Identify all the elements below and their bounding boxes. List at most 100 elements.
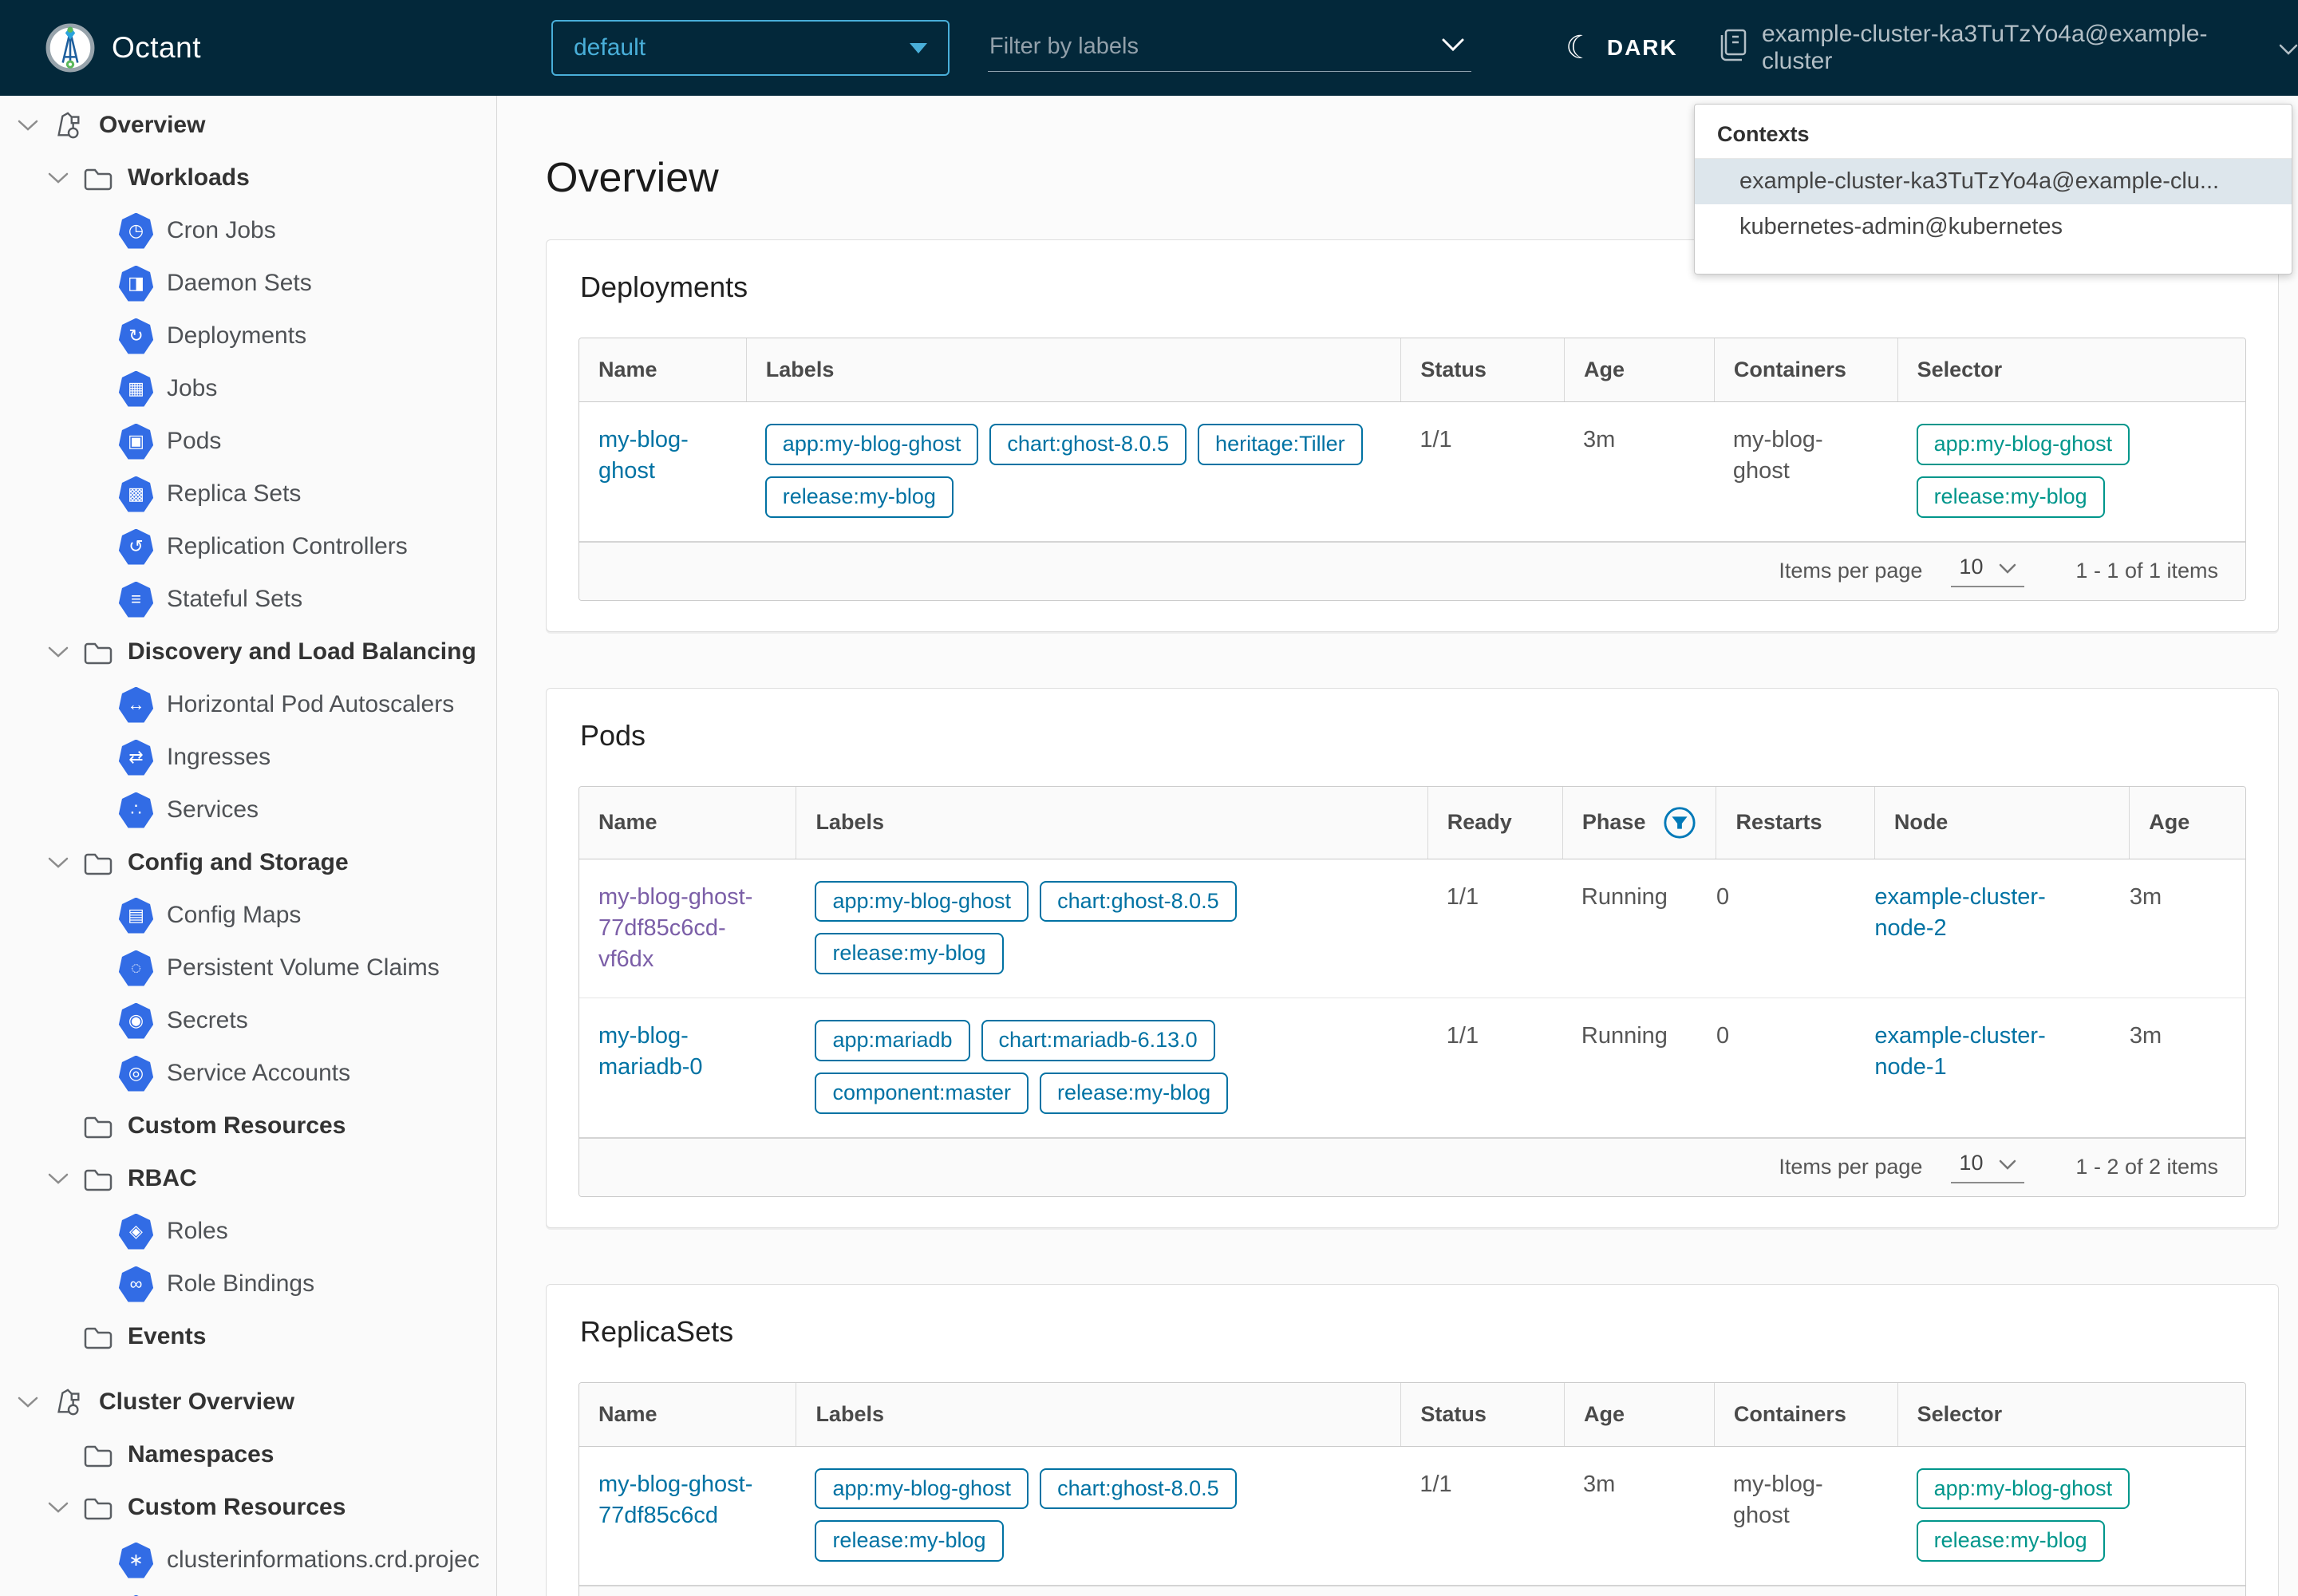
- sidebar-item-rbac[interactable]: RBAC: [0, 1152, 496, 1205]
- page-size-select[interactable]: 10: [1951, 555, 2025, 587]
- sidebar-item-label: Roles: [167, 1218, 228, 1244]
- sidebar-item-workloads[interactable]: Workloads: [0, 152, 496, 204]
- filter-icon[interactable]: [1663, 806, 1696, 839]
- datagrid-replicasets: Name Labels Status Age Containers Selector my-…: [578, 1381, 2246, 1596]
- label-tag: chart:ghost-8.0.5: [1040, 1468, 1237, 1510]
- sidebar-item-cron-jobs[interactable]: ◷ Cron Jobs: [0, 204, 496, 257]
- resource-link[interactable]: my-blog-ghost: [598, 427, 689, 484]
- folder-icon: [83, 1495, 115, 1520]
- sidebar-item-replication-controllers[interactable]: ↺ Replication Controllers: [0, 520, 496, 573]
- k8s-resource-icon: ▦: [118, 370, 154, 407]
- label-tag: app:mariadb: [815, 1020, 970, 1061]
- sidebar-item-label: Services: [167, 796, 259, 823]
- section-card-replicasets: ReplicaSets Name Labels Status Age Containers…: [546, 1283, 2279, 1596]
- selector-tag: app:my-blog-ghost: [1916, 1468, 2130, 1510]
- column-header-label: Labels: [815, 810, 884, 834]
- sidebar-item-persistent-volume-claims[interactable]: ◌ Persistent Volume Claims: [0, 942, 496, 994]
- column-header-restarts: Restarts: [1716, 786, 1874, 859]
- resource-link[interactable]: example-cluster-node-2: [1874, 883, 2046, 941]
- resource-link[interactable]: my-blog-ghost-77df85c6cd: [598, 1471, 753, 1528]
- column-header-label: Restarts: [1735, 810, 1822, 834]
- sidebar-item-pods[interactable]: ▣ Pods: [0, 415, 496, 468]
- column-header-age: Age: [2129, 786, 2245, 859]
- sidebar-item-label: Horizontal Pod Autoscalers: [167, 691, 455, 717]
- moon-icon: ☾: [1566, 30, 1594, 65]
- sidebar-item-clusterinformations-crd-projec[interactable]: ∗ clusterinformations.crd.projec: [0, 1534, 496, 1586]
- column-header-selector: Selector: [1897, 1382, 2245, 1446]
- page-size-value: 10: [1959, 555, 1984, 579]
- context-menu-item[interactable]: example-cluster-ka3TuTzYo4a@example-clu.…: [1695, 159, 2292, 204]
- overview-sections: Deployments Name Labels Status Age Containers…: [546, 239, 2279, 1596]
- cell-selector: app:my-blog-ghost release:my-blog: [1897, 1447, 2245, 1586]
- sidebar-item-service-accounts[interactable]: ◎ Service Accounts: [0, 1047, 496, 1100]
- sidebar-item-secrets[interactable]: ◉ Secrets: [0, 994, 496, 1047]
- cell-node: example-cluster-node-1: [1855, 998, 2110, 1100]
- column-header-label: Name: [598, 358, 657, 381]
- sidebar-item-replica-sets[interactable]: ▩ Replica Sets: [0, 468, 496, 520]
- column-header-label: Node: [1893, 810, 1949, 834]
- sidebar-item-deployments[interactable]: ↻ Deployments: [0, 310, 496, 362]
- cell-status: 1/1: [1400, 402, 1564, 473]
- context-menu-item[interactable]: kubernetes-admin@kubernetes: [1695, 204, 2292, 250]
- k8s-resource-icon: ▣: [118, 423, 154, 460]
- sidebar-item-events[interactable]: Events: [0, 1310, 496, 1363]
- page-size-select[interactable]: 10: [1951, 1151, 2025, 1183]
- cell-containers: my-blog-ghost: [1714, 402, 1897, 504]
- chevron-down-icon[interactable]: [18, 1396, 53, 1408]
- sidebar-item-config-and-storage[interactable]: Config and Storage: [0, 836, 496, 889]
- context-selector[interactable]: example-cluster-ka3TuTzYo4a@example-clus…: [1720, 0, 2298, 96]
- chevron-down-icon[interactable]: [48, 172, 83, 184]
- sidebar-item-discovery-and-load-balancing[interactable]: Discovery and Load Balancing: [0, 626, 496, 678]
- contexts-dropdown: Contexts example-cluster-ka3TuTzYo4a@exa…: [1694, 104, 2292, 275]
- cell-text: 3m: [2129, 883, 2162, 910]
- resource-link[interactable]: my-blog-ghost-77df85c6cd-vf6dx: [598, 883, 753, 972]
- sidebar-item-stateful-sets[interactable]: ≡ Stateful Sets: [0, 573, 496, 626]
- chevron-down-icon[interactable]: [48, 1501, 83, 1514]
- sidebar-item-label: Events: [128, 1323, 207, 1349]
- column-header-labels: Labels: [745, 338, 1401, 401]
- column-header-label: Selector: [1917, 358, 2003, 381]
- column-header-ready: Ready: [1427, 786, 1562, 859]
- chevron-down-icon[interactable]: [18, 119, 53, 132]
- sidebar-item-roles[interactable]: ◈ Roles: [0, 1205, 496, 1258]
- column-header-labels: Labels: [796, 786, 1427, 859]
- sidebar-item-csidrivers-csi-storage-k8s-io[interactable]: ∗csidrivers.csi.storage.k8s.io: [0, 1586, 496, 1596]
- label-tag: app:my-blog-ghost: [764, 424, 979, 465]
- chevron-down-icon[interactable]: [48, 1172, 83, 1185]
- sidebar-item-label: Workloads: [128, 164, 250, 191]
- sidebar-item-ingresses[interactable]: ⇄ Ingresses: [0, 731, 496, 784]
- sidebar-item-label: Config and Storage: [128, 849, 349, 875]
- sidebar-item-config-maps[interactable]: ▤ Config Maps: [0, 889, 496, 942]
- sidebar-item-namespaces[interactable]: Namespaces: [0, 1428, 496, 1481]
- chevron-down-icon[interactable]: [48, 856, 83, 869]
- filter-labels-input[interactable]: Filter by labels: [988, 27, 1471, 72]
- sidebar-item-horizontal-pod-autoscalers[interactable]: ↔ Horizontal Pod Autoscalers: [0, 678, 496, 731]
- sidebar-item-daemon-sets[interactable]: ◨ Daemon Sets: [0, 257, 496, 310]
- k8s-resource-icon: ∞: [118, 1266, 154, 1302]
- label-tag: release:my-blog: [815, 933, 1004, 974]
- sidebar-item-custom-resources[interactable]: Custom Resources: [0, 1481, 496, 1534]
- resource-link[interactable]: my-blog-mariadb-0: [598, 1023, 703, 1080]
- folder-icon: [83, 1324, 115, 1349]
- sidebar-item-overview[interactable]: Overview: [0, 99, 496, 152]
- sidebar-item-services[interactable]: ∴ Services: [0, 784, 496, 836]
- cell-text: 1/1: [1419, 427, 1452, 452]
- cell-name: my-blog-ghost-77df85c6cd-vf6dx: [579, 859, 796, 993]
- column-header-label: Labels: [765, 358, 835, 381]
- sidebar-item-label: Replica Sets: [167, 480, 302, 507]
- sidebar-item-custom-resources[interactable]: Custom Resources: [0, 1100, 496, 1152]
- dark-theme-toggle[interactable]: ☾ DARK: [1566, 0, 1678, 96]
- sidebar-item-label: Config Maps: [167, 902, 302, 928]
- resource-link[interactable]: example-cluster-node-1: [1874, 1023, 2046, 1080]
- sidebar-item-label: Overview: [99, 112, 206, 138]
- namespace-value: default: [574, 34, 646, 61]
- sidebar-item-jobs[interactable]: ▦ Jobs: [0, 362, 496, 415]
- sidebar-item-cluster-overview[interactable]: Cluster Overview: [0, 1376, 496, 1428]
- section-title: ReplicaSets: [580, 1314, 734, 1348]
- cell-text: 0: [1716, 883, 1730, 910]
- column-header-selector: Selector: [1897, 338, 2245, 401]
- column-header-containers: Containers: [1713, 1382, 1897, 1446]
- sidebar-item-role-bindings[interactable]: ∞ Role Bindings: [0, 1258, 496, 1310]
- chevron-down-icon[interactable]: [48, 646, 83, 658]
- namespace-select[interactable]: default: [551, 20, 950, 76]
